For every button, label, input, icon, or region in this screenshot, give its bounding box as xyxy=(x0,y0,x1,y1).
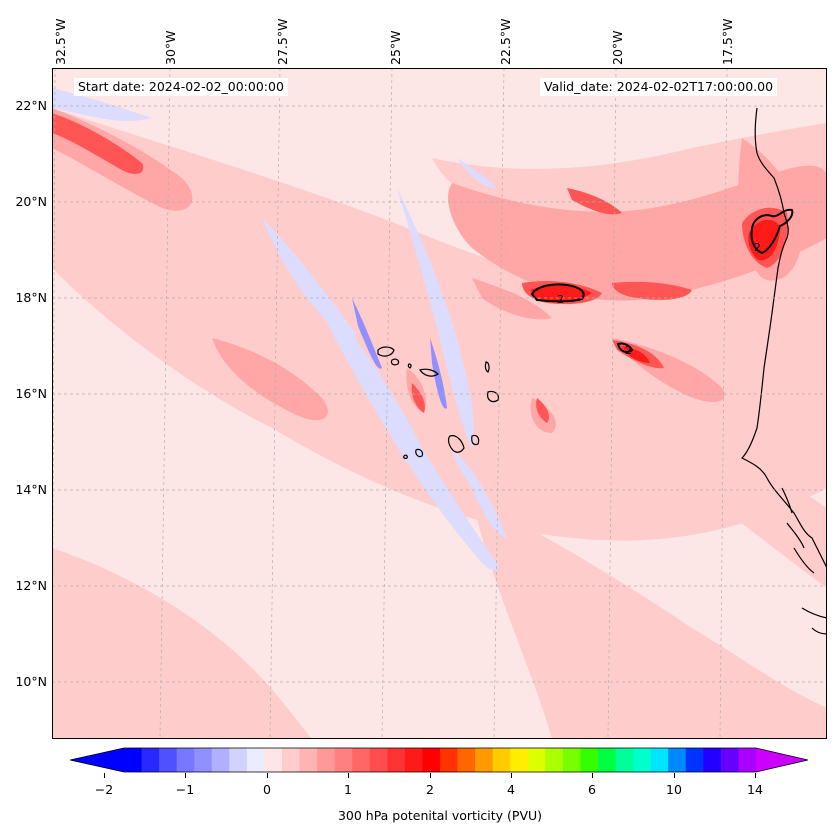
colorbar-swatch xyxy=(141,748,160,772)
longitude-label: 20°W xyxy=(610,30,625,65)
colorbar-tick-mark xyxy=(267,773,268,778)
colorbar-swatch xyxy=(440,748,459,772)
latitude-label: 10°N xyxy=(15,674,47,689)
longitude-label: 22.5°W xyxy=(498,18,513,65)
latitude-label: 20°N xyxy=(15,194,47,209)
map-panel: 2 2 2 xyxy=(52,68,827,739)
colorbar-tick-mark xyxy=(185,773,186,778)
colorbar-swatch xyxy=(598,748,617,772)
colorbar-tick-mark xyxy=(592,773,593,778)
colorbar-swatch xyxy=(580,748,599,772)
pv-fill-peak-red xyxy=(530,219,780,363)
colorbar-swatch xyxy=(176,748,195,772)
colorbar-swatch xyxy=(387,748,406,772)
colorbar-outline xyxy=(70,747,809,773)
colorbar-tick-label: 4 xyxy=(507,782,515,797)
colorbar-tick-mark xyxy=(104,773,105,778)
colorbar-swatch xyxy=(282,748,301,772)
pv-fill-negative-strong xyxy=(352,298,447,409)
colorbar-tick-label: 6 xyxy=(588,782,596,797)
colorbar-tick-label: 1 xyxy=(344,782,352,797)
colorbar-swatch xyxy=(229,748,248,772)
longitude-label: 27.5°W xyxy=(275,18,290,65)
longitude-label: 30°W xyxy=(163,30,178,65)
colorbar-tick-mark xyxy=(348,773,349,778)
colorbar-tick-label: 0 xyxy=(263,782,271,797)
colorbar-swatch xyxy=(545,748,564,772)
colorbar-swatch xyxy=(334,748,353,772)
colorbar-tick-mark xyxy=(430,773,431,778)
contour-label: 2 xyxy=(625,344,632,357)
contour-label: 2 xyxy=(557,293,564,306)
colorbar-swatch xyxy=(703,748,722,772)
colorbar-swatch xyxy=(369,748,388,772)
colorbar-swatch xyxy=(457,748,476,772)
pv-fill-negative xyxy=(52,88,507,571)
colorbar-swatch xyxy=(246,748,265,772)
latitude-label: 12°N xyxy=(15,578,47,593)
colorbar-swatch xyxy=(211,748,230,772)
colorbar-swatch xyxy=(159,748,178,772)
colorbar-swatch xyxy=(299,748,318,772)
colorbar-swatch xyxy=(668,748,687,772)
colorbar-tick-label: −2 xyxy=(94,782,114,797)
colorbar-tick-label: 10 xyxy=(666,782,682,797)
colorbar-swatch xyxy=(720,748,739,772)
longitude-label: 32.5°W xyxy=(53,18,68,65)
longitude-label: 25°W xyxy=(388,30,403,65)
coastline xyxy=(740,107,827,635)
latitude-label: 16°N xyxy=(15,386,47,401)
valid-date-label: Valid_date: 2024-02-02T17:00:00.00 xyxy=(540,78,778,96)
colorbar-tick-mark xyxy=(755,773,756,778)
colorbar-under-arrow xyxy=(70,748,124,772)
colorbar-swatch xyxy=(492,748,511,772)
colorbar-tick-mark xyxy=(511,773,512,778)
colorbar-swatch xyxy=(422,748,441,772)
latitude-label: 14°N xyxy=(15,482,47,497)
colorbar-swatch xyxy=(317,748,336,772)
colorbar-tick-label: 14 xyxy=(747,782,763,797)
contour-label: 2 xyxy=(754,241,761,254)
colorbar-swatch xyxy=(264,748,283,772)
colorbar-swatch xyxy=(404,748,423,772)
colorbar-swatch xyxy=(615,748,634,772)
colorbar-swatch xyxy=(475,748,494,772)
latitude-label: 18°N xyxy=(15,290,47,305)
colorbar-swatch xyxy=(124,748,143,772)
colorbar-swatch xyxy=(562,748,581,772)
colorbar-swatch xyxy=(738,748,757,772)
pv-2-contours xyxy=(530,208,794,353)
longitude-label: 17.5°W xyxy=(720,18,735,65)
colorbar-swatch xyxy=(650,748,669,772)
cape-verde-islands xyxy=(377,346,499,459)
colorbar-swatch xyxy=(510,748,529,772)
colorbar xyxy=(70,747,809,773)
colorbar-label: 300 hPa potenital vorticity (PVU) xyxy=(337,808,543,823)
pv-field-map: 2 2 2 xyxy=(52,68,827,739)
colorbar-swatch xyxy=(685,748,704,772)
colorbar-swatch xyxy=(194,748,213,772)
start-date-label: Start date: 2024-02-02_00:00:00 xyxy=(74,78,288,96)
colorbar-swatch xyxy=(633,748,652,772)
colorbar-swatch xyxy=(352,748,371,772)
colorbar-tick-mark xyxy=(674,773,675,778)
colorbar-swatch xyxy=(527,748,546,772)
colorbar-tick-label: 2 xyxy=(426,782,434,797)
colorbar-over-arrow xyxy=(756,748,808,772)
colorbar-tick-label: −1 xyxy=(175,782,195,797)
latitude-label: 22°N xyxy=(15,98,47,113)
